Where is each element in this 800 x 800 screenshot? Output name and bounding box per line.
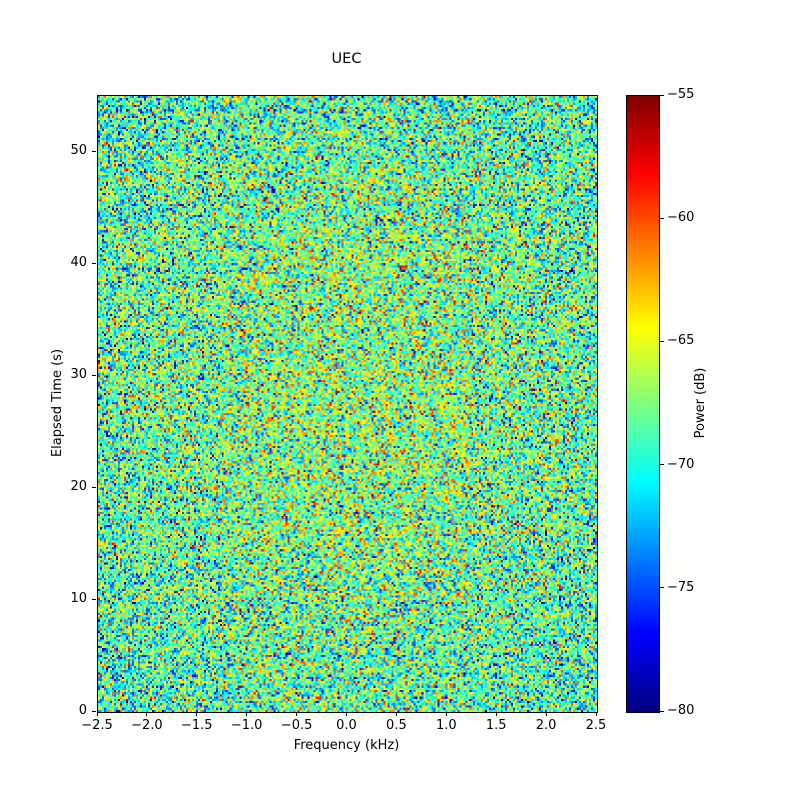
x-tick <box>296 712 298 716</box>
y-tick <box>92 374 96 376</box>
x-tick <box>595 712 597 716</box>
y-tick <box>92 598 96 600</box>
x-tick <box>495 712 497 716</box>
chart-title: UEC <box>331 51 362 67</box>
x-tick-label: −2.5 <box>81 718 113 733</box>
y-tick-label: 20 <box>70 479 87 494</box>
x-tick-label: 1.5 <box>485 718 507 733</box>
colorbar-tick <box>660 464 664 466</box>
x-tick <box>395 712 397 716</box>
x-tick-label: 2.5 <box>585 718 607 733</box>
colorbar-label: Power (dB) <box>693 367 708 439</box>
y-tick-label: 0 <box>78 703 87 718</box>
x-tick <box>146 712 148 716</box>
x-tick-label: −2.0 <box>131 718 163 733</box>
colorbar-tick <box>660 710 664 712</box>
colorbar-tick <box>660 94 664 96</box>
colorbar-tick <box>660 587 664 589</box>
x-tick <box>246 712 248 716</box>
colorbar-tick <box>660 217 664 219</box>
y-tick-label: 40 <box>70 255 87 270</box>
colorbar-tick-label: −55 <box>667 87 695 102</box>
y-tick <box>92 486 96 488</box>
x-tick-label: 0.0 <box>336 718 357 733</box>
y-tick-label: 30 <box>70 367 87 382</box>
heatmap-canvas <box>98 96 597 712</box>
colorbar-tick-label: −80 <box>667 703 695 718</box>
y-tick-label: 10 <box>70 591 87 606</box>
colorbar-tick-label: −70 <box>667 456 695 472</box>
x-tick-label: 1.0 <box>435 718 457 733</box>
colorbar-gradient-canvas <box>627 96 659 712</box>
y-tick-label: 50 <box>70 143 87 158</box>
x-tick <box>346 712 347 716</box>
colorbar-tick-label: −60 <box>667 210 695 226</box>
y-tick <box>92 710 96 712</box>
x-tick <box>545 712 547 716</box>
colorbar-tick-label: −75 <box>667 579 695 595</box>
colorbar-tick-label: −65 <box>667 333 695 349</box>
x-tick-label: 2.0 <box>535 718 557 733</box>
y-tick <box>92 150 96 152</box>
x-tick <box>196 712 198 716</box>
x-axis-label: Frequency (kHz) <box>293 738 400 753</box>
x-tick-label: −1.0 <box>230 718 263 733</box>
colorbar <box>626 95 660 713</box>
x-tick-label: −0.5 <box>280 718 313 733</box>
x-tick <box>96 712 98 716</box>
colorbar-tick <box>660 340 664 342</box>
x-tick-label: −1.5 <box>181 718 213 733</box>
x-tick <box>445 712 447 716</box>
y-tick <box>92 262 96 264</box>
heatmap-plot-area <box>97 95 598 713</box>
x-tick-label: 0.5 <box>386 718 407 733</box>
